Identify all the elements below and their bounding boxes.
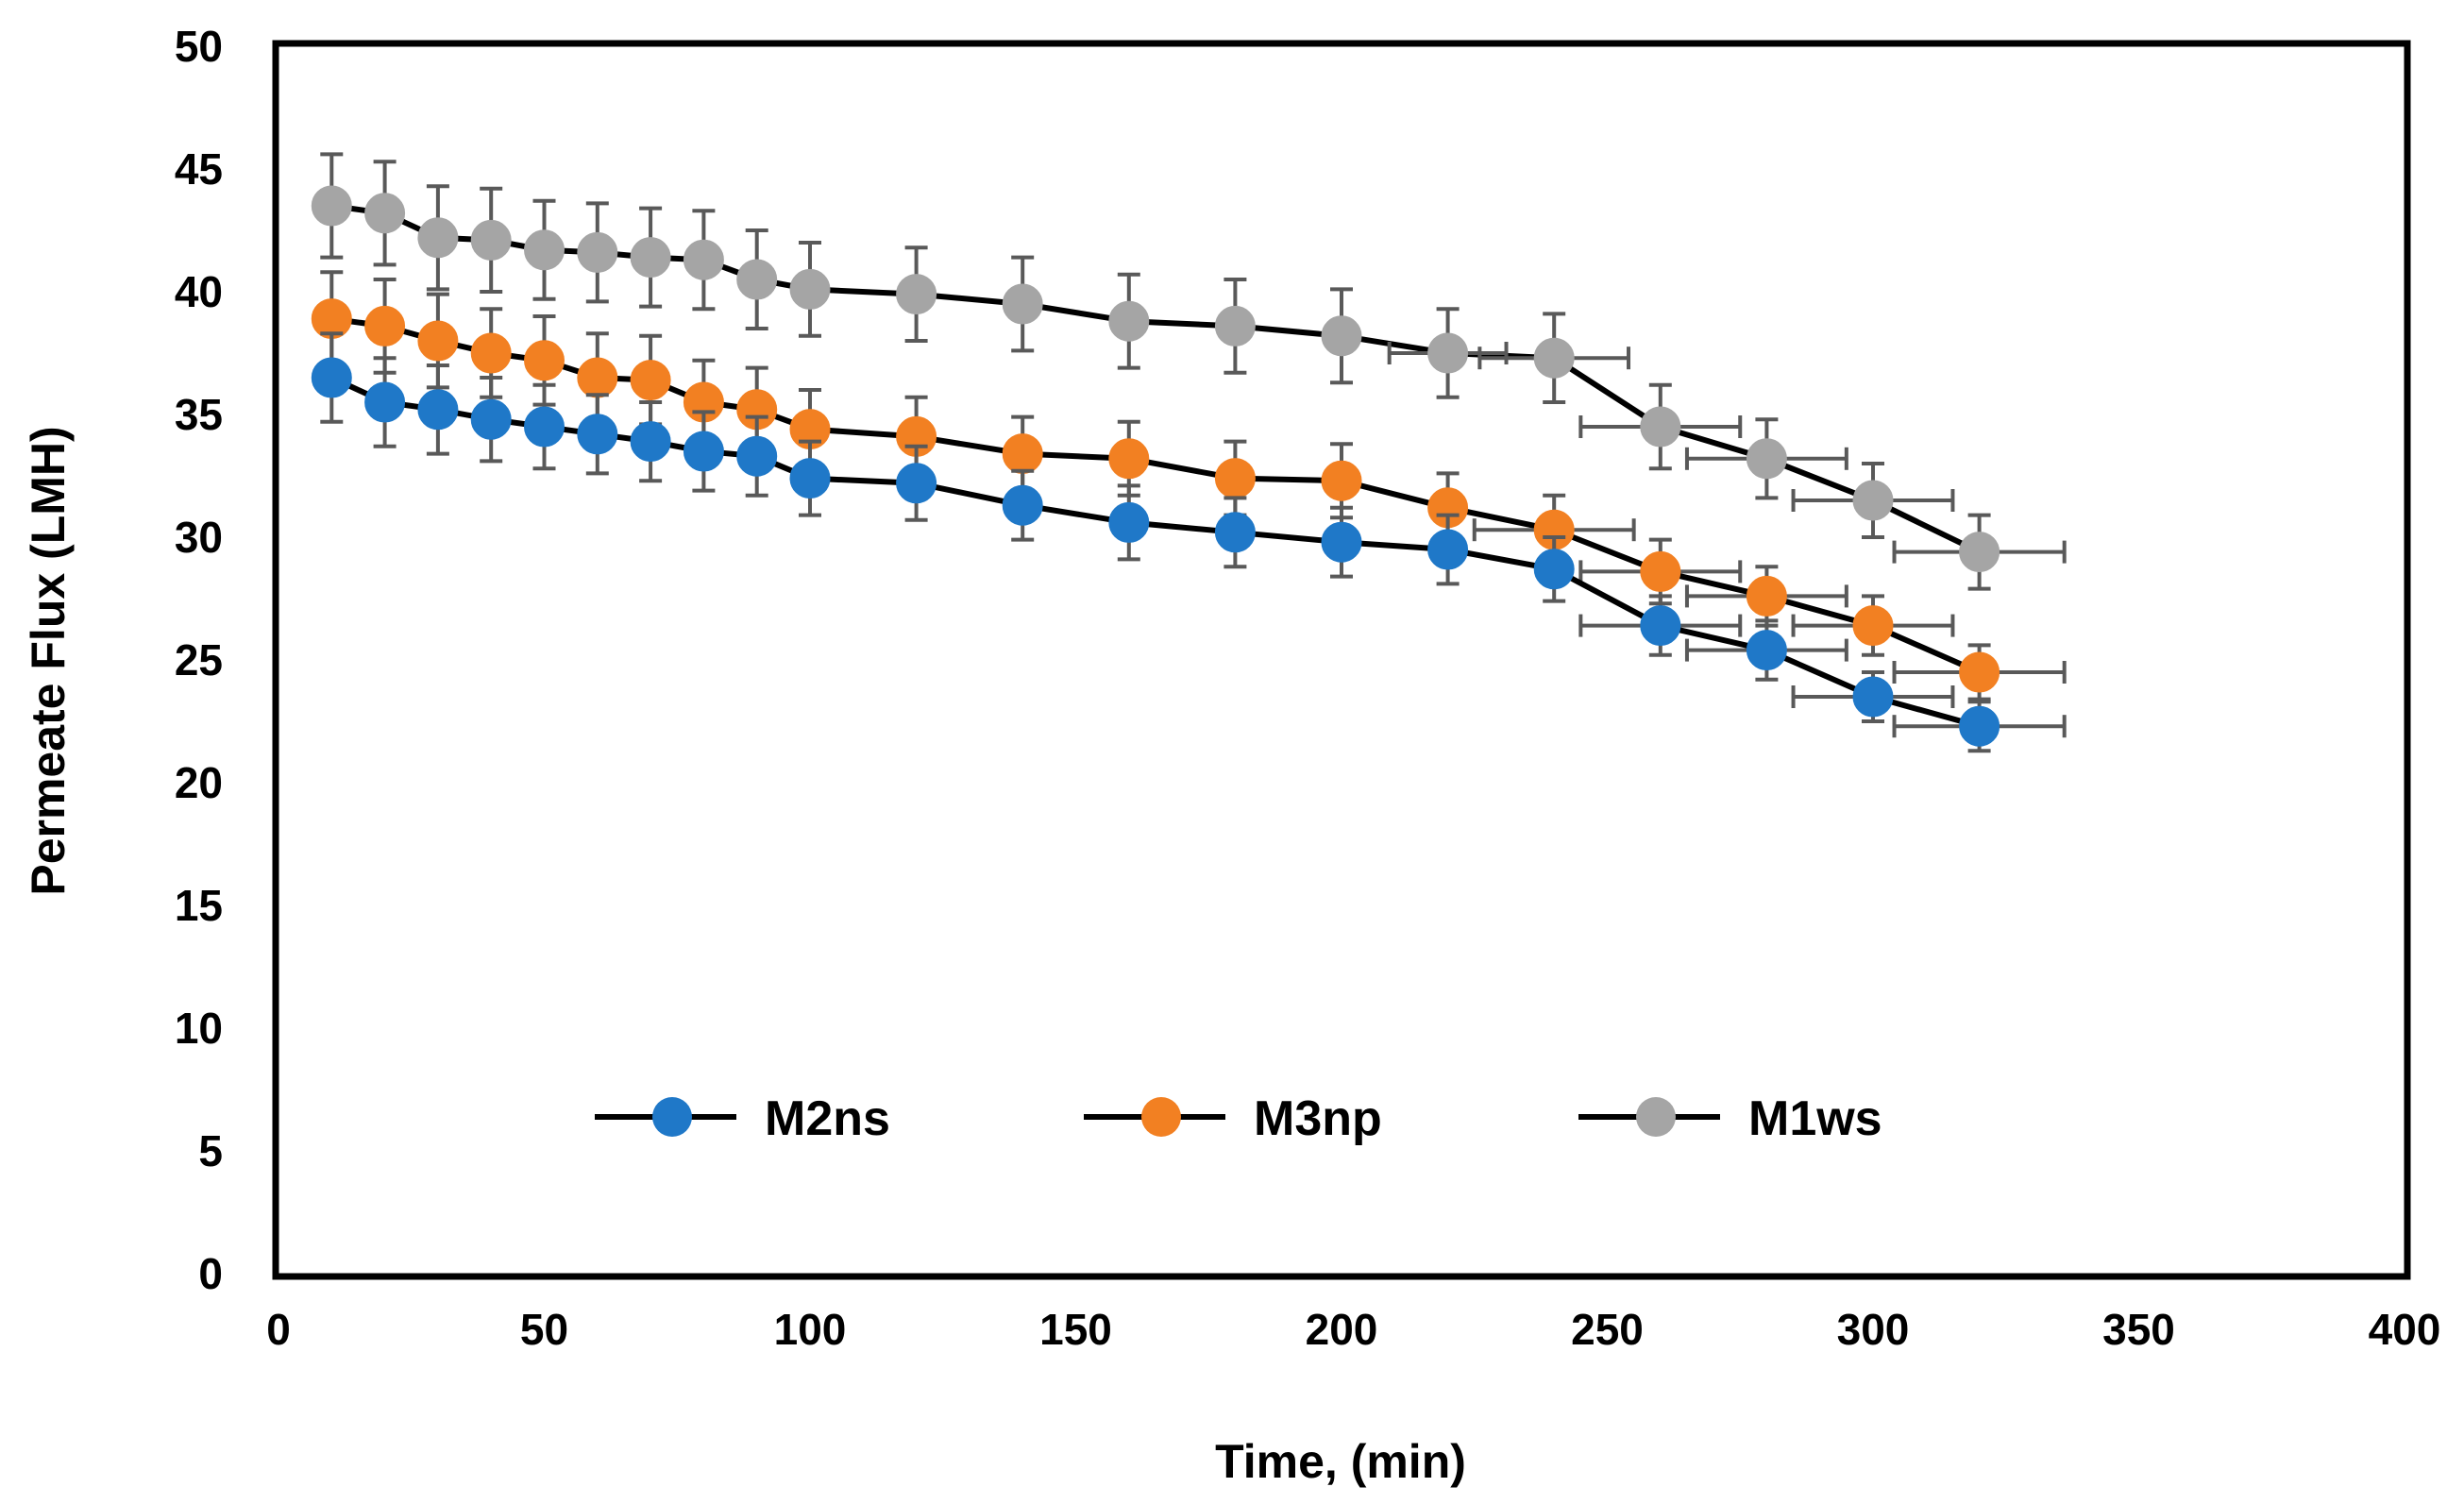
series-M1ws xyxy=(311,152,2067,591)
data-point xyxy=(1214,305,1256,346)
y-tick-label: 40 xyxy=(175,267,223,316)
y-tick-label: 5 xyxy=(198,1126,223,1175)
data-point xyxy=(1002,484,1043,526)
x-axis-title: Time, (min) xyxy=(1215,1435,1466,1488)
data-point xyxy=(1746,630,1787,671)
data-point xyxy=(524,229,565,271)
data-point xyxy=(577,231,618,273)
data-point xyxy=(1214,512,1256,553)
x-axis: 0 50 100 150 200 250 300 350 400 xyxy=(266,1305,2440,1354)
data-point xyxy=(896,463,937,504)
x-tick-label: 50 xyxy=(520,1305,568,1354)
data-point xyxy=(630,237,671,279)
y-tick-label: 35 xyxy=(175,390,223,439)
legend-label: M3np xyxy=(1254,1091,1382,1146)
y-tick-label: 20 xyxy=(175,758,223,807)
data-point xyxy=(1321,315,1362,357)
data-point xyxy=(1002,283,1043,325)
data-point xyxy=(1321,460,1362,501)
data-point xyxy=(1640,406,1681,448)
data-point xyxy=(1427,529,1469,570)
legend-item-M3np: M3np xyxy=(1084,1091,1382,1146)
legend-item-M1ws: M1ws xyxy=(1578,1091,1882,1146)
y-tick-label: 50 xyxy=(175,22,223,71)
data-point xyxy=(1533,549,1575,590)
data-point xyxy=(470,219,512,261)
x-tick-label: 400 xyxy=(2369,1305,2441,1354)
x-tick-label: 100 xyxy=(774,1305,847,1354)
data-point xyxy=(1321,521,1362,563)
plot-area-frame xyxy=(272,40,2411,1280)
data-point xyxy=(1427,332,1469,374)
data-point xyxy=(736,259,778,300)
data-point xyxy=(364,305,406,346)
legend: M2ns M3np M1ws xyxy=(595,1091,1882,1146)
data-point xyxy=(1746,575,1787,617)
y-tick-label: 25 xyxy=(175,635,223,684)
data-point xyxy=(417,217,459,259)
data-point xyxy=(417,389,459,431)
data-point xyxy=(1002,433,1043,475)
data-point xyxy=(1108,501,1150,543)
data-point xyxy=(736,435,778,477)
x-tick-label: 150 xyxy=(1039,1305,1112,1354)
data-point xyxy=(1533,337,1575,379)
data-point xyxy=(789,268,831,310)
legend-marker xyxy=(1636,1097,1676,1137)
data-point xyxy=(683,431,724,472)
data-point xyxy=(1959,651,2000,693)
data-point xyxy=(1214,458,1256,499)
data-point xyxy=(470,332,512,374)
data-point xyxy=(1108,438,1150,480)
data-point xyxy=(1746,438,1787,480)
data-point xyxy=(311,357,352,398)
data-point xyxy=(577,357,618,398)
y-tick-label: 0 xyxy=(198,1249,223,1298)
data-point xyxy=(683,239,724,280)
y-tick-label: 15 xyxy=(175,881,223,930)
data-point xyxy=(1959,532,2000,573)
legend-label: M2ns xyxy=(765,1091,890,1146)
y-axis-title: Permeate Flux (LMH) xyxy=(22,426,75,895)
data-point xyxy=(524,340,565,381)
y-axis: 0 5 10 15 20 25 30 35 40 45 50 xyxy=(175,22,223,1298)
series-layer xyxy=(311,152,2067,753)
series-M2ns xyxy=(311,331,2067,753)
data-point xyxy=(364,193,406,234)
x-tick-label: 300 xyxy=(1837,1305,1910,1354)
y-tick-label: 10 xyxy=(175,1004,223,1053)
data-point xyxy=(1852,605,1894,647)
x-tick-label: 350 xyxy=(2102,1305,2175,1354)
data-point xyxy=(896,274,937,315)
data-point xyxy=(1108,300,1150,342)
data-point xyxy=(311,185,352,227)
legend-item-M2ns: M2ns xyxy=(595,1091,890,1146)
data-point xyxy=(470,398,512,440)
legend-marker xyxy=(652,1097,692,1137)
data-point xyxy=(789,458,831,499)
data-point xyxy=(417,320,459,362)
y-tick-label: 30 xyxy=(175,513,223,562)
legend-label: M1ws xyxy=(1748,1091,1882,1146)
data-point xyxy=(630,360,671,401)
data-point xyxy=(577,414,618,455)
data-point xyxy=(1640,605,1681,647)
data-point xyxy=(1640,550,1681,592)
data-point xyxy=(364,381,406,423)
x-tick-label: 250 xyxy=(1571,1305,1644,1354)
data-point xyxy=(1852,676,1894,718)
legend-marker xyxy=(1141,1097,1181,1137)
data-point xyxy=(1852,480,1894,521)
x-tick-label: 0 xyxy=(266,1305,291,1354)
data-point xyxy=(524,406,565,448)
data-point xyxy=(630,421,671,463)
data-point xyxy=(1959,705,2000,747)
x-tick-label: 200 xyxy=(1306,1305,1378,1354)
y-tick-label: 45 xyxy=(175,144,223,194)
